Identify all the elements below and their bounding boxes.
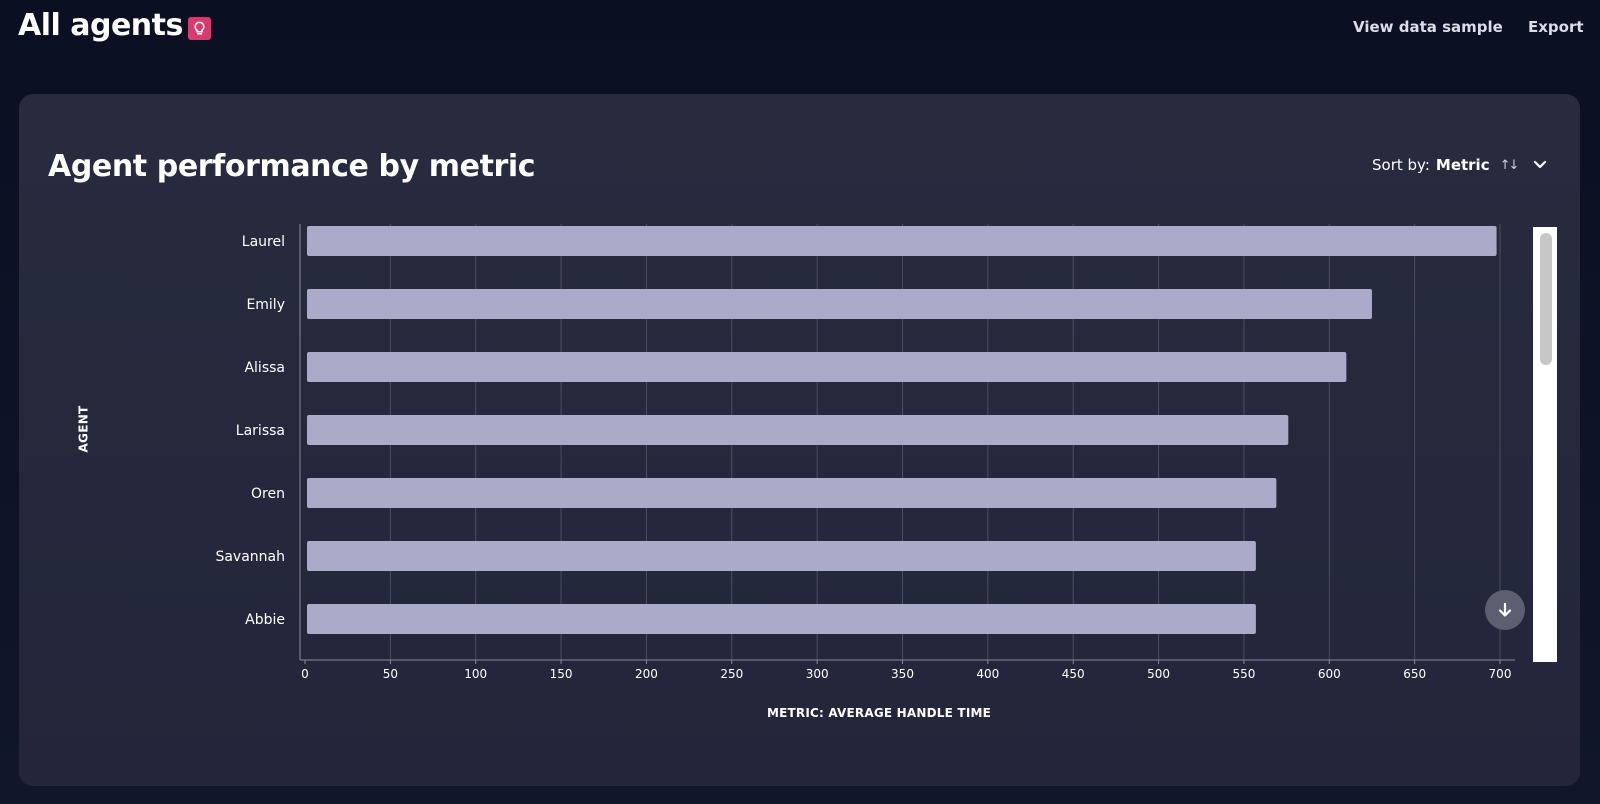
x-tick-label: 150	[550, 667, 573, 681]
scroll-down-button[interactable]	[1485, 590, 1525, 630]
x-tick-label: 500	[1147, 667, 1170, 681]
x-tick-label: 400	[976, 667, 999, 681]
lightbulb-icon[interactable]	[188, 17, 211, 40]
x-tick-label: 650	[1403, 667, 1426, 681]
scrollbar-thumb[interactable]	[1540, 233, 1552, 365]
x-tick-label: 550	[1232, 667, 1255, 681]
x-tick-label: 50	[383, 667, 398, 681]
category-label: Laurel	[242, 234, 285, 250]
x-tick-label: 200	[635, 667, 658, 681]
lightbulb-glyph	[194, 21, 205, 35]
x-tick-label: 350	[891, 667, 914, 681]
category-label: Savannah	[215, 549, 285, 565]
x-tick-label: 450	[1062, 667, 1085, 681]
x-tick-label: 600	[1318, 667, 1341, 681]
bar-chart: 0 50 100 150 200 250 300 350 400 450 500 550 600 650 7…	[215, 224, 1515, 681]
category-label: Oren	[251, 486, 285, 502]
sort-value: Metric	[1435, 156, 1490, 174]
chart-scrollbar[interactable]	[1533, 227, 1557, 662]
bar-alissa	[307, 352, 1347, 382]
chart-title: Agent performance by metric	[48, 149, 536, 184]
top-bar: All agents View data sample Export	[0, 0, 1600, 60]
chart-card: Agent performance by metric Sort by: Met…	[19, 94, 1580, 786]
x-tick-label: 300	[806, 667, 829, 681]
arrow-down-icon	[1498, 602, 1512, 617]
view-data-sample-link[interactable]: View data sample	[1353, 18, 1503, 36]
x-tick-label: 100	[464, 667, 487, 681]
bar-abbie	[307, 604, 1256, 634]
x-tick-label: 250	[720, 667, 743, 681]
sort-dropdown[interactable]: Sort by: Metric ↑↓	[1372, 156, 1547, 174]
page-title: All agents	[18, 8, 183, 43]
bar-laurel	[307, 226, 1497, 256]
category-label: Larissa	[236, 423, 285, 439]
bar-oren	[307, 478, 1277, 508]
chevron-down-icon[interactable]	[1533, 156, 1547, 174]
sort-label: Sort by:	[1372, 156, 1430, 174]
bar-emily	[307, 289, 1372, 319]
sort-arrows-icon[interactable]: ↑↓	[1499, 157, 1520, 173]
bar-larissa	[307, 415, 1289, 445]
export-link[interactable]: Export	[1528, 18, 1584, 36]
x-axis-title: METRIC: AVERAGE HANDLE TIME	[766, 706, 992, 720]
category-label: Alissa	[244, 360, 285, 376]
bar-savannah	[307, 541, 1256, 571]
category-label: Abbie	[245, 612, 285, 628]
x-tick-label: 700	[1489, 667, 1512, 681]
category-label: Emily	[246, 297, 285, 313]
x-tick-label: 0	[301, 667, 309, 681]
